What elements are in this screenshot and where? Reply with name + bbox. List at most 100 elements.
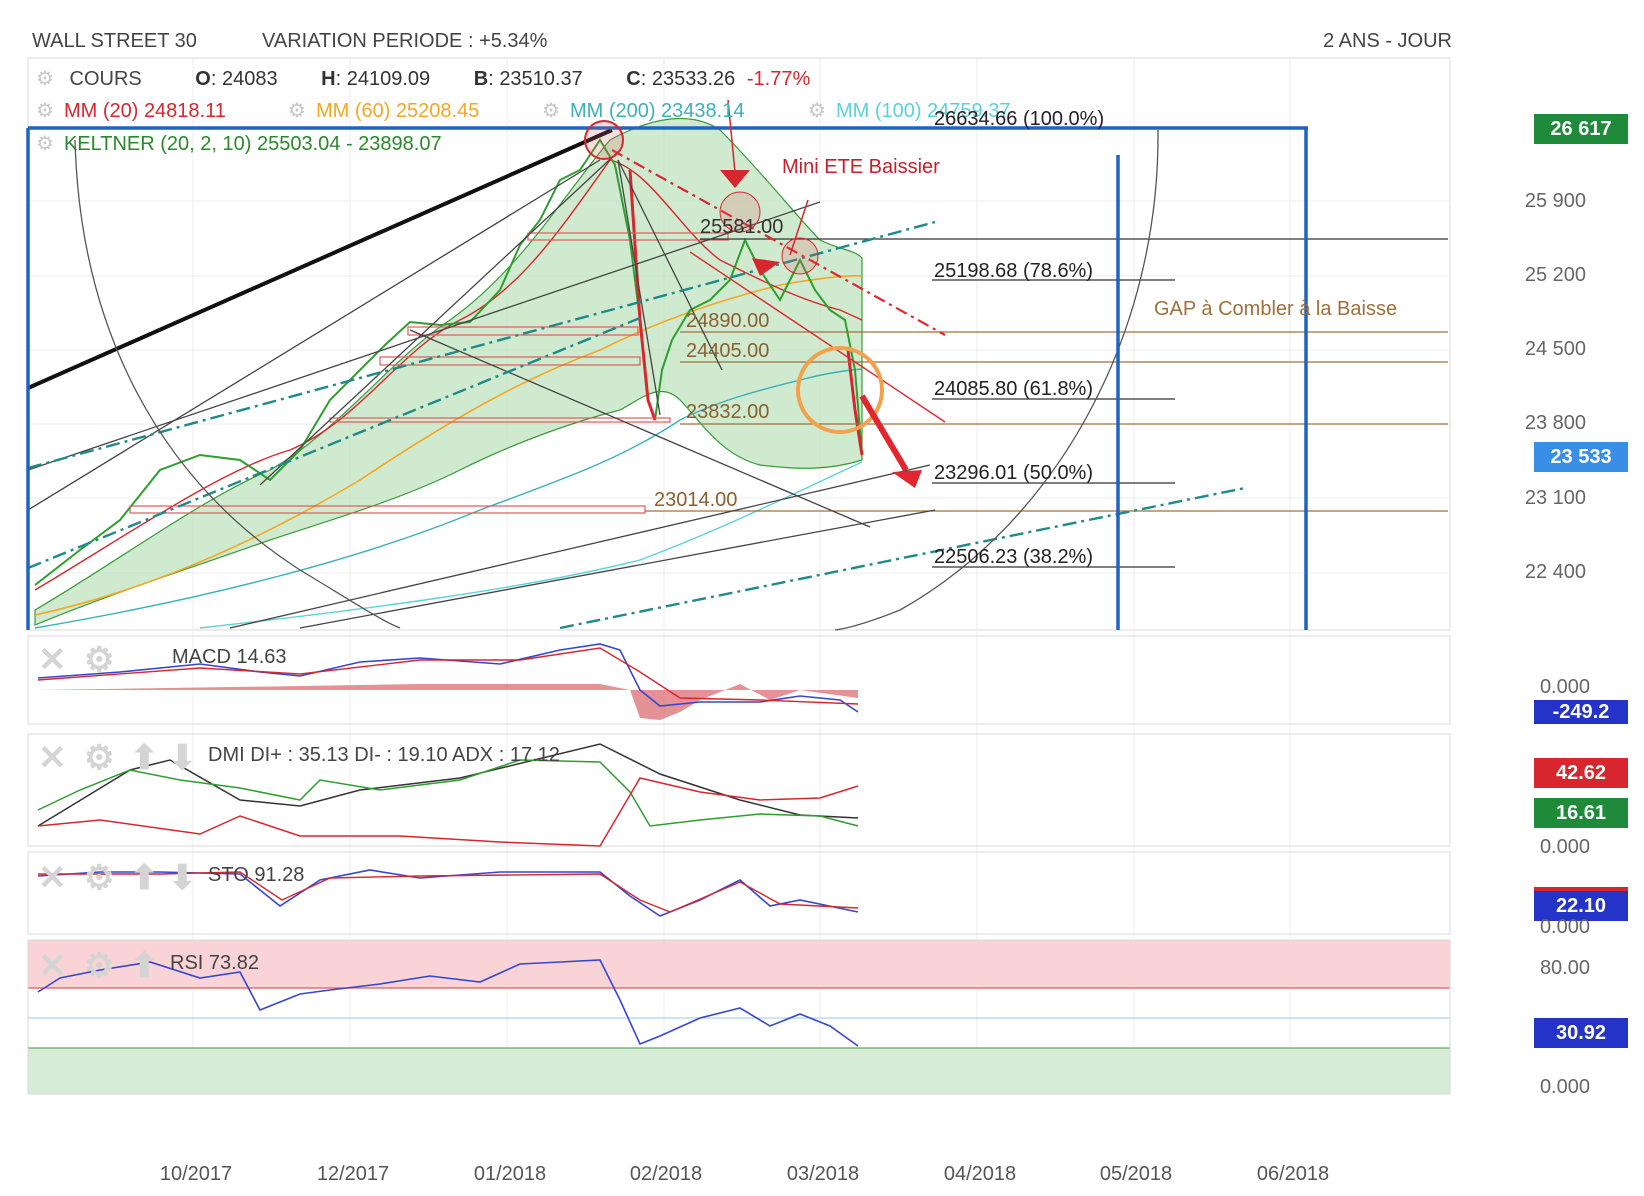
blue-frame	[26, 126, 1308, 630]
mm20-gear-icon[interactable]: ⚙	[36, 100, 54, 122]
mm60-gear-icon[interactable]: ⚙	[288, 100, 306, 122]
ete-downtrend	[611, 149, 946, 336]
h-label: H	[321, 68, 336, 90]
price-path	[34, 138, 863, 586]
macd-name: MACD	[172, 646, 231, 668]
mm200-label: MM (200) 23438.14	[569, 100, 745, 122]
cours-label: COURS	[69, 68, 142, 90]
badge-rsi: 30.92	[1534, 1018, 1628, 1048]
x-tick: 02/2018	[629, 1163, 703, 1185]
level-25581: 25581.00	[700, 216, 784, 238]
rsi-up-arrow-icon[interactable]: ⬆	[130, 947, 159, 985]
badge-dmi-green: 16.61	[1534, 798, 1628, 828]
sto-close-icon[interactable]: ✕	[38, 859, 67, 897]
c-label: C	[626, 68, 641, 90]
b-value: 23510.37	[499, 68, 583, 90]
macd-line	[37, 643, 859, 713]
fib-100: 26634.66 (100.0%)	[934, 108, 1105, 130]
rsi-name: RSI	[170, 952, 204, 974]
mm20-line	[34, 159, 863, 591]
x-tick: 05/2018	[1099, 1163, 1173, 1185]
level-23832: 23832.00	[686, 401, 770, 423]
fib-382: 22506.23 (38.2%)	[934, 546, 1094, 568]
rsi-value: 73.82	[208, 952, 259, 974]
shoulder-circle-2	[781, 237, 819, 275]
ete-lower-line	[689, 251, 946, 423]
sto-title: STO 91.28	[208, 864, 304, 887]
y-tick: 23 800	[1524, 412, 1586, 434]
dmi-adx	[37, 743, 859, 827]
macd-zero-tick: 0.000	[1539, 676, 1590, 698]
legend-keltner: ⚙ KELTNER (20, 2, 10) 25503.04 - 23898.07	[36, 131, 442, 156]
orange-circle	[796, 346, 884, 434]
mm100-line	[199, 461, 863, 629]
fib-500: 23296.01 (50.0%)	[934, 462, 1094, 484]
dmi-zero-tick: 0.000	[1539, 836, 1590, 858]
o-value: 24083	[221, 68, 278, 90]
o-label: O	[195, 68, 211, 90]
sto-up-arrow-icon[interactable]: ⬆	[130, 859, 159, 897]
rsi-oversold-zone	[28, 1048, 1450, 1094]
dmi-close-icon[interactable]: ✕	[38, 739, 67, 777]
x-tick: 12/2017	[316, 1163, 390, 1185]
sto-panel-frame	[27, 851, 1451, 935]
mm20-label: MM (20) 24818.11	[63, 100, 226, 122]
badge-top: 26 617	[1534, 114, 1628, 144]
keltner-gear-icon[interactable]: ⚙	[36, 133, 54, 155]
h-value: 24109.09	[346, 68, 431, 90]
period-selector[interactable]: 2 ANS - JOUR	[1323, 30, 1452, 52]
rsi-line	[37, 959, 859, 1047]
dmi-name: DMI	[208, 744, 245, 766]
dmi-panel-frame	[27, 733, 1451, 847]
rsi-80-tick: 80.00	[1539, 957, 1590, 979]
rsi-close-icon[interactable]: ✕	[38, 947, 67, 985]
rsi-gear-icon[interactable]: ⚙	[84, 947, 115, 985]
y-tick: 25 200	[1524, 264, 1586, 286]
arrows	[720, 99, 922, 488]
badge-dmi-red: 42.62	[1534, 758, 1628, 788]
badge-last-price: 23 533	[1534, 442, 1628, 472]
sto-d	[38, 871, 859, 913]
sto-name: STO	[208, 864, 249, 886]
fib-618: 24085.80 (61.8%)	[934, 378, 1094, 400]
rsi-title: RSI 73.82	[170, 952, 259, 975]
macd-value: 14.63	[236, 646, 287, 668]
gap-label: GAP à Combler à la Baisse	[1154, 298, 1398, 320]
sto-down-arrow-icon[interactable]: ⬇	[168, 859, 197, 897]
x-tick: 01/2018	[473, 1163, 547, 1185]
dmi-values: DI+ : 35.13 DI- : 19.10 ADX : 17.12	[250, 744, 560, 766]
keltner-band	[34, 117, 863, 626]
mm200-gear-icon[interactable]: ⚙	[542, 100, 560, 122]
dmi-minus	[37, 777, 859, 847]
y-tick: 25 900	[1524, 190, 1586, 212]
macd-close-icon[interactable]: ✕	[38, 641, 67, 679]
dmi-up-arrow-icon[interactable]: ⬆	[130, 739, 159, 777]
legend-mm20: ⚙ MM (20) 24818.11	[36, 98, 226, 123]
dmi-gear-icon[interactable]: ⚙	[84, 739, 115, 777]
sto-value: 91.28	[254, 864, 305, 886]
legend-mm60: ⚙ MM (60) 25208.45	[288, 98, 479, 123]
c-value: 23533.26	[651, 68, 736, 90]
badge-macd: -249.2	[1534, 700, 1628, 724]
x-tick: 03/2018	[786, 1163, 860, 1185]
dmi-down-arrow-icon[interactable]: ⬇	[168, 739, 197, 777]
y-tick: 23 100	[1524, 487, 1586, 509]
rsi-panel-frame	[27, 939, 1451, 1095]
sto-k	[37, 869, 859, 917]
mm100-gear-icon[interactable]: ⚙	[808, 100, 826, 122]
cours-gear-icon[interactable]: ⚙	[36, 68, 54, 90]
shoulder-circle-1	[719, 191, 761, 233]
rsi-zero-tick: 0.000	[1539, 1076, 1590, 1098]
x-tick: 04/2018	[943, 1163, 1017, 1185]
x-tick: 06/2018	[1256, 1163, 1330, 1185]
mini-ete-label: Mini ETE Baissier	[782, 156, 940, 178]
change-value: -1.77%	[746, 68, 811, 90]
level-24405: 24405.00	[686, 340, 770, 362]
main-trendline	[27, 128, 613, 390]
sto-gear-icon[interactable]: ⚙	[84, 859, 115, 897]
instrument-name: WALL STREET 30	[32, 30, 197, 52]
b-label: B	[473, 68, 489, 90]
macd-title: MACD 14.63	[172, 646, 287, 669]
macd-gear-icon[interactable]: ⚙	[84, 641, 115, 679]
